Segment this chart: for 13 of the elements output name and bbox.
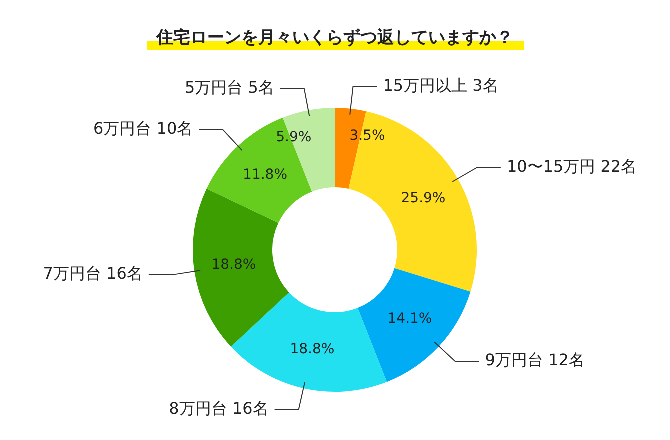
slice-label: 5万円台 5名 [184, 78, 274, 98]
slice-label: 6万円台 10名 [94, 119, 194, 138]
slice-label: 15万円以上 3名 [383, 76, 499, 96]
slice-label: 7万円台 16名 [43, 264, 143, 284]
data-label: 18.8% [290, 341, 335, 358]
slice-label: 10〜15万円 22名 [506, 157, 638, 176]
data-label: 14.1% [388, 311, 432, 328]
data-label: 11.8% [243, 166, 288, 183]
slice-label: 9万円台 12名 [485, 350, 585, 370]
data-label: 3.5% [350, 128, 386, 144]
data-label: 25.9% [401, 190, 446, 206]
slice-label: 8万円台 16名 [169, 399, 269, 418]
data-label: 18.8% [212, 257, 256, 274]
